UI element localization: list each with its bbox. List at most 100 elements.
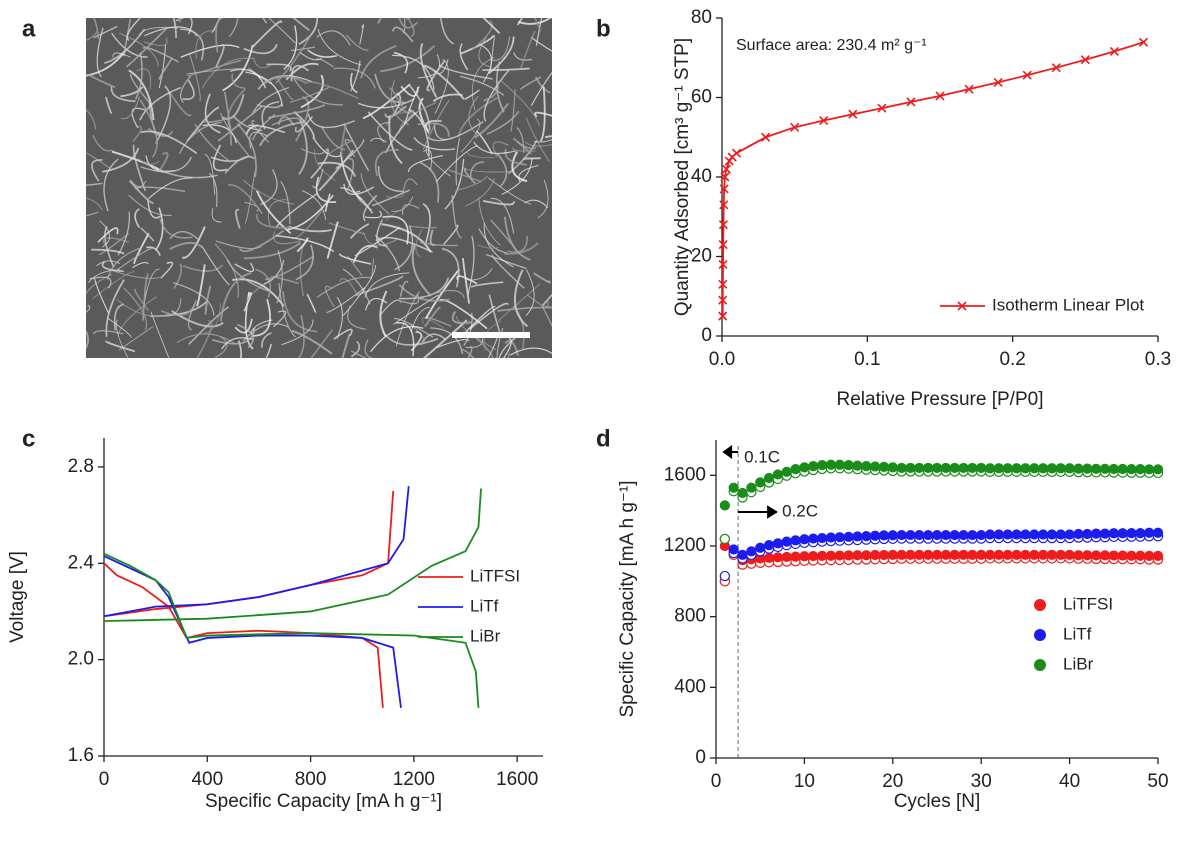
sem-fiber	[546, 305, 552, 309]
point	[1082, 463, 1093, 474]
point	[958, 549, 969, 560]
sem-fiber	[86, 30, 99, 41]
sem-fiber	[525, 117, 550, 162]
sem-fiber	[86, 197, 103, 211]
sem-fiber	[415, 229, 423, 257]
x-tick-label: 10	[794, 771, 815, 792]
sem-fiber	[86, 182, 103, 186]
point	[1073, 463, 1084, 474]
point	[825, 532, 837, 543]
marker	[720, 172, 730, 182]
sem-fiber	[120, 86, 144, 98]
y-tick-label: 0	[701, 325, 712, 346]
point	[1002, 529, 1013, 540]
sem-fiber	[268, 104, 326, 119]
point	[914, 462, 925, 474]
sem-fiber	[86, 330, 89, 350]
sem-fiber	[341, 333, 351, 358]
marker	[1022, 70, 1032, 80]
sem-fiber	[364, 272, 410, 298]
panel-label: b	[596, 15, 611, 42]
marker	[906, 97, 916, 107]
point	[781, 536, 792, 547]
point	[763, 540, 775, 551]
annotation: Surface area: 230.4 m² g⁻¹	[736, 37, 927, 54]
sem-fiber	[363, 232, 397, 246]
point	[878, 549, 890, 561]
sem-fiber	[147, 177, 193, 200]
point	[949, 549, 960, 560]
sem-fiber	[367, 111, 413, 151]
sem-fiber	[384, 105, 407, 118]
point	[861, 461, 872, 472]
y-axis-label: Voltage [V]	[7, 551, 28, 643]
point	[1152, 464, 1164, 475]
sem-fiber	[519, 76, 542, 91]
sem-fiber	[211, 327, 256, 345]
point	[1055, 549, 1066, 560]
sem-fiber	[215, 240, 262, 250]
sem-fiber	[478, 228, 508, 254]
sem-fiber	[296, 237, 309, 253]
sem-fiber	[155, 85, 172, 145]
sem-fiber	[87, 269, 121, 284]
sem-fiber	[298, 18, 318, 45]
point-open	[719, 570, 731, 582]
sem-fiber	[521, 18, 523, 20]
point	[1002, 549, 1013, 560]
sem-fiber	[107, 317, 132, 339]
sem-fiber	[115, 247, 154, 272]
point	[1020, 549, 1031, 560]
point	[940, 549, 951, 560]
annotation: 0.2C	[782, 501, 818, 520]
sem-fiber	[451, 195, 462, 239]
sem-fiber	[236, 123, 257, 177]
x-tick-label: 0	[711, 771, 722, 792]
sem-fiber	[172, 18, 177, 39]
sem-fiber	[119, 32, 159, 67]
sem-fiber	[526, 294, 549, 308]
sem-fiber	[306, 293, 317, 314]
marker	[848, 109, 858, 119]
sem-fiber	[537, 179, 549, 219]
sem-fiber	[355, 190, 372, 211]
sem-fiber	[160, 261, 174, 279]
point	[914, 529, 925, 541]
sem-fiber	[268, 18, 296, 44]
point	[1037, 529, 1049, 540]
point	[816, 459, 828, 471]
point	[1064, 463, 1075, 474]
x-tick-label: 30	[971, 771, 992, 792]
sem-fiber	[317, 29, 362, 66]
sem-fiber	[403, 18, 406, 34]
point	[1037, 549, 1049, 560]
sem-fiber	[138, 158, 160, 165]
y-axis-label: Specific Capacity [mA h g⁻¹]	[617, 480, 638, 717]
point	[843, 550, 854, 561]
sem-fiber	[463, 168, 476, 185]
sem-fiber	[473, 141, 516, 154]
sem-fiber	[393, 294, 439, 325]
sem-fiber	[132, 125, 143, 143]
point	[1135, 528, 1146, 539]
sem-fiber	[465, 177, 496, 207]
sem-fiber	[178, 121, 222, 155]
sem-fiber	[402, 178, 418, 193]
sem-fiber	[214, 243, 240, 298]
marker	[1051, 63, 1061, 73]
sem-fiber	[265, 343, 272, 358]
sem-fiber	[267, 199, 287, 226]
sem-fiber	[295, 244, 314, 281]
marker	[718, 259, 728, 270]
point	[1144, 464, 1155, 475]
point	[1117, 528, 1128, 539]
point	[772, 469, 783, 480]
sem-fiber	[513, 269, 529, 328]
legend-label: LiBr	[470, 626, 501, 645]
sem-fiber	[465, 268, 493, 281]
sem-fiber	[408, 225, 438, 229]
point	[755, 542, 766, 553]
sem-fiber	[425, 145, 451, 177]
sem-fiber	[427, 121, 484, 142]
x-tick-label: 0.1	[854, 349, 880, 370]
